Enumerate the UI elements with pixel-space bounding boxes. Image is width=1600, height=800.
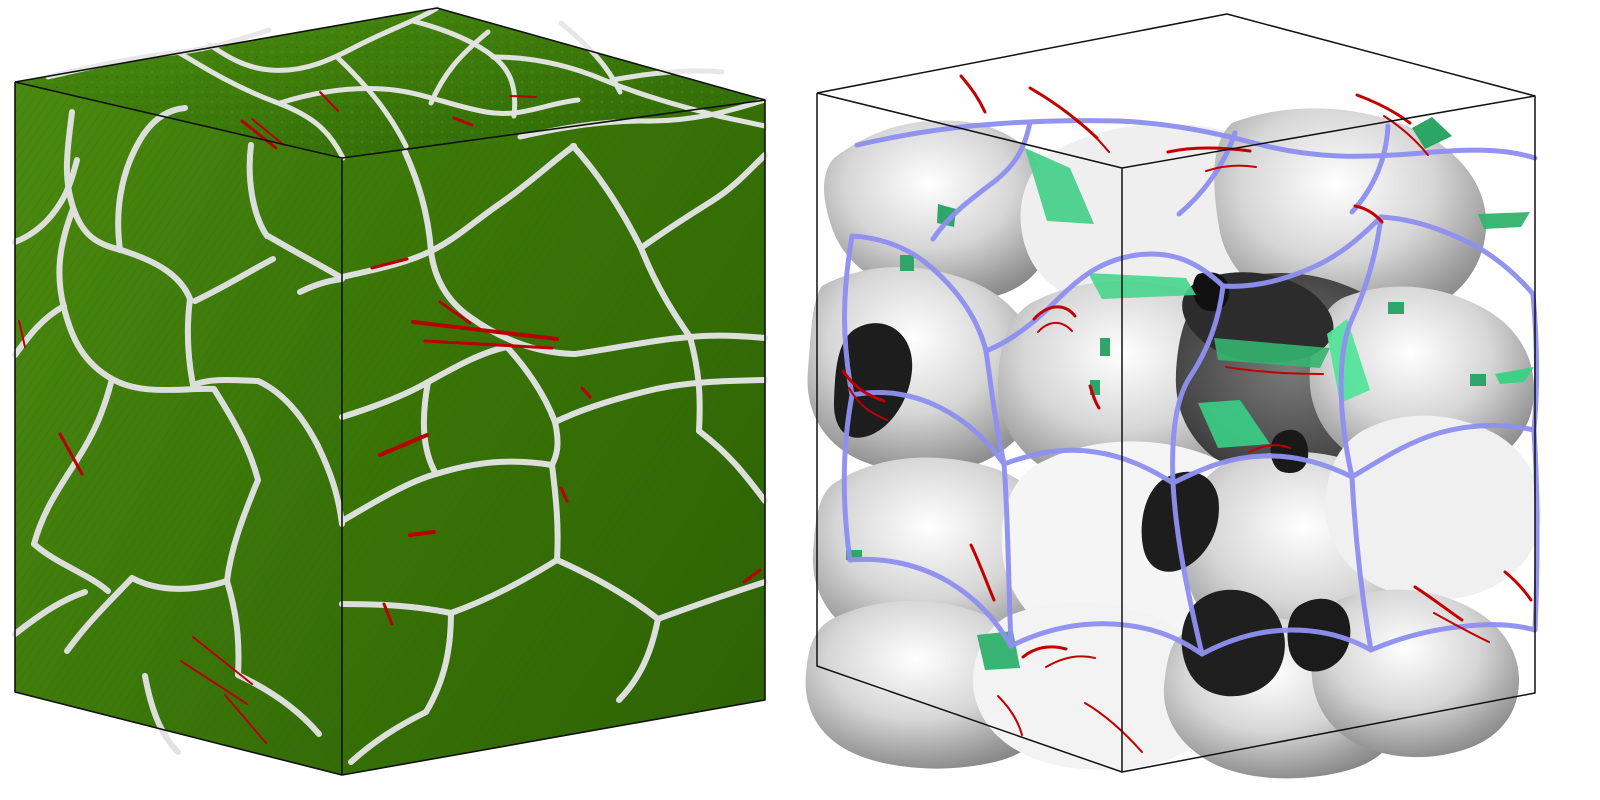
left-stacking-faults: [18, 91, 762, 744]
right-green-defects: [846, 117, 1534, 670]
atomistic-polycrystal-cube: [12, 5, 768, 776]
right-dislocation-lines: [841, 74, 1533, 753]
right-cube-outline: [816, 13, 1536, 773]
left-cube-side-texture: [342, 100, 765, 775]
left-cube-outline: [14, 7, 766, 776]
left-top-grain-boundaries: [45, 5, 768, 161]
left-cube-top-texture: [15, 8, 765, 158]
left-side-grain-boundaries: [339, 143, 768, 765]
defect-surface-mesh-cube: [805, 13, 1541, 779]
left-cube-front-texture: [15, 82, 342, 775]
